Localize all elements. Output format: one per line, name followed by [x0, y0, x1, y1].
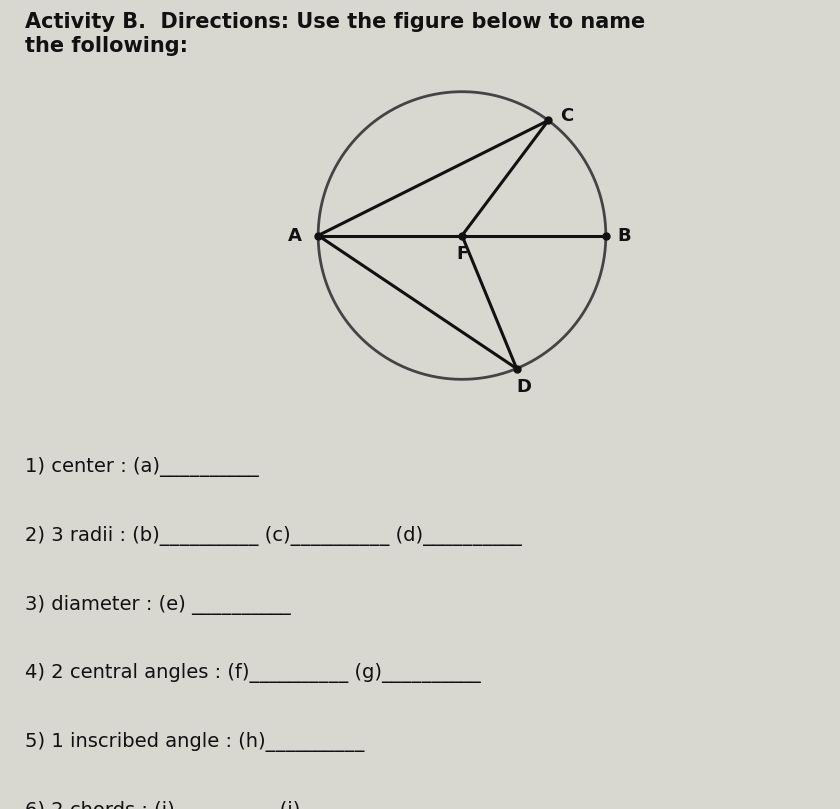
Text: D: D: [517, 379, 532, 396]
Text: 5) 1 inscribed angle : (h)__________: 5) 1 inscribed angle : (h)__________: [25, 732, 365, 752]
Text: Activity B.  Directions: Use the figure below to name: Activity B. Directions: Use the figure b…: [25, 12, 645, 32]
Text: C: C: [560, 107, 574, 125]
Text: 3) diameter : (e) __________: 3) diameter : (e) __________: [25, 595, 291, 615]
Text: A: A: [288, 227, 302, 244]
Text: the following:: the following:: [25, 36, 188, 57]
Text: B: B: [617, 227, 632, 244]
Text: 6) 2 chords : (i)__________ (j)__________: 6) 2 chords : (i)__________ (j)_________…: [25, 801, 399, 809]
Text: 2) 3 radii : (b)__________ (c)__________ (d)__________: 2) 3 radii : (b)__________ (c)__________…: [25, 526, 522, 546]
Text: 4) 2 central angles : (f)__________ (g)__________: 4) 2 central angles : (f)__________ (g)_…: [25, 663, 481, 684]
Text: 1) center : (a)__________: 1) center : (a)__________: [25, 457, 259, 477]
Text: F: F: [456, 245, 468, 263]
